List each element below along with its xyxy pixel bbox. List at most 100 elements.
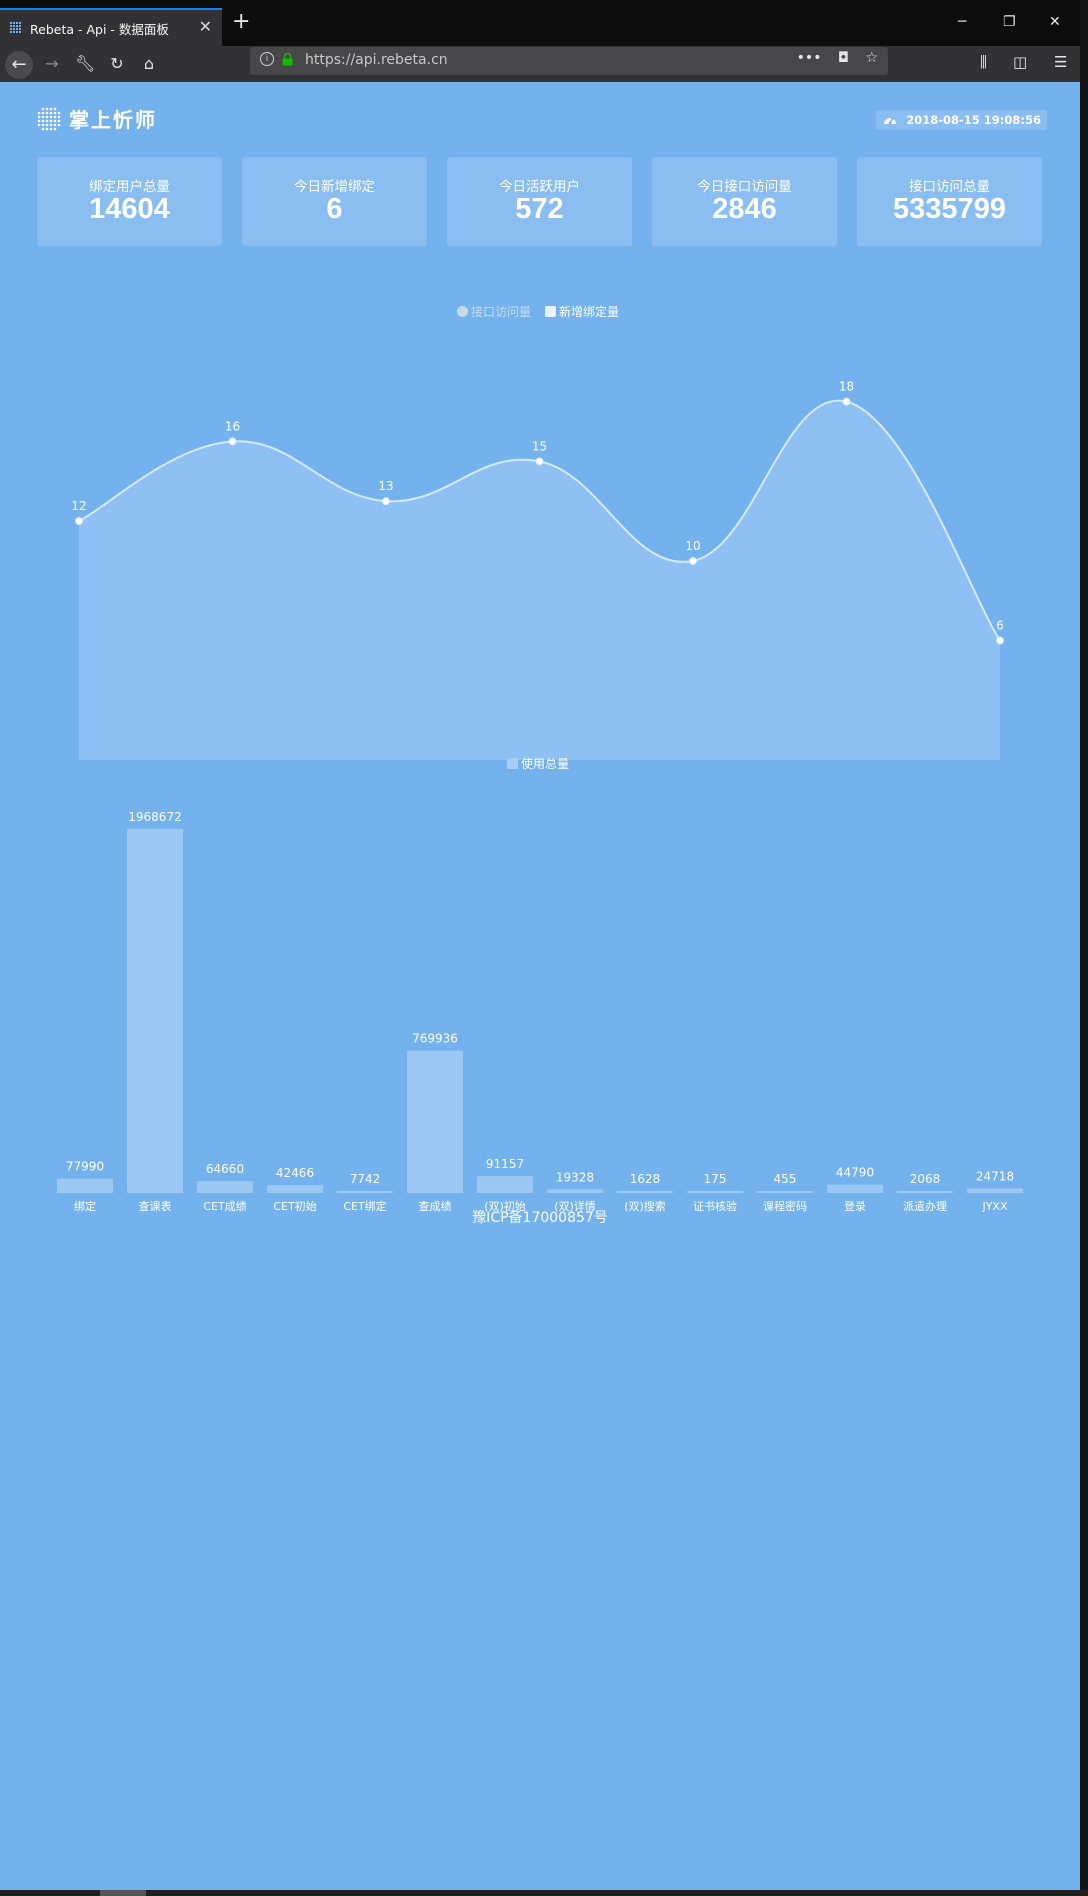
series-line bbox=[78, 399, 1001, 642]
bar-value-label: 455 bbox=[774, 1172, 797, 1186]
bar-value-label: 44790 bbox=[836, 1166, 874, 1180]
bar[interactable] bbox=[127, 828, 183, 1193]
category-tick-label: (双)搜索 bbox=[624, 1199, 666, 1213]
ellipsis-icon[interactable]: ••• bbox=[796, 50, 822, 66]
bar[interactable] bbox=[337, 1191, 393, 1193]
bar[interactable] bbox=[687, 1191, 743, 1193]
bar[interactable] bbox=[827, 1184, 883, 1193]
bar[interactable] bbox=[57, 1178, 113, 1193]
wrench-icon[interactable]: 🔧︎ bbox=[75, 54, 96, 73]
bar[interactable] bbox=[267, 1185, 323, 1193]
stat-value: 14604 bbox=[89, 193, 170, 225]
legend-square-icon bbox=[507, 758, 518, 769]
restore-icon[interactable]: ❐ bbox=[1003, 14, 1016, 30]
stat-label: 今日活跃用户 bbox=[499, 179, 580, 195]
dashboard-page: 掌上忻师 2018-08-15 19:08:56 绑定用户总量 14604 今日… bbox=[0, 82, 1080, 1890]
bar-value-label: 1968672 bbox=[128, 810, 181, 824]
scrollbar-thumb[interactable] bbox=[100, 1890, 146, 1896]
category-tick-label: CET初始 bbox=[273, 1199, 316, 1213]
data-point[interactable] bbox=[842, 397, 851, 406]
stat-label: 今日接口访问量 bbox=[697, 179, 792, 195]
data-label: 10 bbox=[685, 539, 700, 553]
category-tick-label: 课程密码 bbox=[763, 1199, 807, 1213]
stat-label: 今日新增绑定 bbox=[294, 179, 375, 195]
bar-value-label: 769936 bbox=[412, 1032, 458, 1046]
data-label: 6 bbox=[996, 619, 1004, 633]
window-close-icon[interactable]: ✕ bbox=[1049, 14, 1061, 30]
stat-value: 2846 bbox=[712, 193, 777, 225]
data-label: 15 bbox=[532, 439, 547, 453]
bar[interactable] bbox=[897, 1191, 953, 1193]
sidebar-icon[interactable]: ◫ bbox=[1013, 53, 1028, 71]
data-point[interactable] bbox=[228, 437, 237, 446]
back-button[interactable]: ← bbox=[5, 51, 33, 79]
stat-value: 5335799 bbox=[893, 193, 1006, 225]
tab-title: Rebeta - Api - 数据面板 bbox=[30, 22, 169, 37]
stat-cards: 绑定用户总量 14604 今日新增绑定 6 今日活跃用户 572 今日接口访问量… bbox=[37, 157, 1043, 246]
data-point[interactable] bbox=[996, 636, 1004, 645]
forward-button[interactable]: → bbox=[45, 54, 59, 73]
bar[interactable] bbox=[617, 1191, 673, 1193]
stat-value: 572 bbox=[515, 193, 564, 225]
stat-label: 接口访问总量 bbox=[909, 179, 990, 195]
data-point[interactable] bbox=[689, 556, 697, 565]
hamburger-menu-icon[interactable]: ☰ bbox=[1054, 53, 1068, 71]
bar-value-label: 91157 bbox=[486, 1157, 524, 1171]
star-icon[interactable]: ☆ bbox=[865, 50, 878, 66]
category-tick-label: CET成绩 bbox=[203, 1200, 246, 1213]
window-edge bbox=[1080, 0, 1088, 1896]
line-chart: 12 16 13 15 10 18 6 bbox=[71, 380, 1004, 760]
bar[interactable] bbox=[407, 1050, 463, 1193]
data-point[interactable] bbox=[535, 457, 544, 466]
bar[interactable] bbox=[197, 1181, 253, 1193]
bar-chart: 77990 绑定 1968672 查课表 64660 CET成绩 42466 CET初始 774… bbox=[57, 810, 1023, 1213]
category-tick-label: 派遣办理 bbox=[903, 1199, 947, 1213]
bar-value-label: 42466 bbox=[276, 1166, 314, 1180]
line-legend-item-api[interactable]: 接口访问量 bbox=[457, 303, 531, 320]
stat-value: 6 bbox=[326, 193, 343, 225]
category-tick-label: (双)初始 bbox=[484, 1199, 526, 1213]
bar-legend-item-usage[interactable]: 使用总量 bbox=[507, 755, 569, 772]
stat-card-new-bound: 今日新增绑定 6 bbox=[242, 157, 427, 246]
icp-footer[interactable]: 豫ICP备17000857号 bbox=[472, 1210, 608, 1226]
bar-value-label: 77990 bbox=[66, 1160, 104, 1174]
stat-card-active-users: 今日活跃用户 572 bbox=[447, 157, 632, 246]
browser-tab[interactable]: Rebeta - Api - 数据面板 ✕ bbox=[0, 8, 222, 46]
bar-value-label: 64660 bbox=[206, 1162, 244, 1176]
horizontal-scrollbar[interactable] bbox=[0, 1890, 1088, 1896]
tab-close-icon[interactable]: ✕ bbox=[198, 17, 212, 36]
bar[interactable] bbox=[547, 1189, 603, 1193]
home-button[interactable]: ⌂ bbox=[143, 54, 155, 73]
legend-circle-icon bbox=[457, 306, 468, 317]
minimize-icon[interactable]: ─ bbox=[958, 14, 967, 30]
category-tick-label: (双)详情 bbox=[554, 1199, 596, 1213]
reload-button[interactable]: ↻ bbox=[110, 54, 124, 73]
bar[interactable] bbox=[757, 1191, 813, 1193]
bar-value-label: 175 bbox=[704, 1172, 727, 1186]
datetime-badge: 2018-08-15 19:08:56 bbox=[876, 110, 1047, 130]
line-legend-item-bind[interactable]: 新增绑定量 bbox=[545, 303, 619, 320]
new-tab-button[interactable]: + bbox=[232, 9, 251, 34]
pocket-icon[interactable]: ◘ bbox=[837, 50, 849, 66]
bar[interactable] bbox=[477, 1176, 533, 1193]
data-point[interactable] bbox=[75, 517, 83, 526]
category-tick-label: JYXX bbox=[981, 1200, 1007, 1213]
stat-card-total-api: 接口访问总量 5335799 bbox=[857, 157, 1042, 246]
bar[interactable] bbox=[967, 1188, 1023, 1193]
url-text[interactable]: https://api.rebeta.cn bbox=[305, 52, 448, 68]
browser-chrome: Rebeta - Api - 数据面板 ✕ + ─ ❐ ✕ ← → 🔧︎ ↻ ⌂… bbox=[0, 0, 1080, 82]
url-bar[interactable]: i https://api.rebeta.cn ••• ◘ ☆ bbox=[250, 47, 888, 75]
logo-grid-icon bbox=[37, 107, 61, 131]
data-label: 13 bbox=[378, 479, 393, 493]
bar-value-label: 24718 bbox=[976, 1169, 1014, 1183]
bar-value-label: 2068 bbox=[910, 1172, 941, 1186]
bar-value-label: 19328 bbox=[556, 1170, 594, 1184]
library-icon[interactable]: ⫼ bbox=[980, 53, 987, 71]
category-tick-label: 查成绩 bbox=[419, 1199, 452, 1213]
tab-strip: Rebeta - Api - 数据面板 ✕ + ─ ❐ ✕ bbox=[0, 0, 1080, 46]
site-info-icon[interactable]: i bbox=[260, 52, 274, 66]
data-point[interactable] bbox=[382, 497, 390, 506]
logo-text: 掌上忻师 bbox=[69, 108, 157, 132]
bar-value-label: 7742 bbox=[350, 1172, 381, 1186]
category-tick-label: CET绑定 bbox=[343, 1199, 386, 1213]
